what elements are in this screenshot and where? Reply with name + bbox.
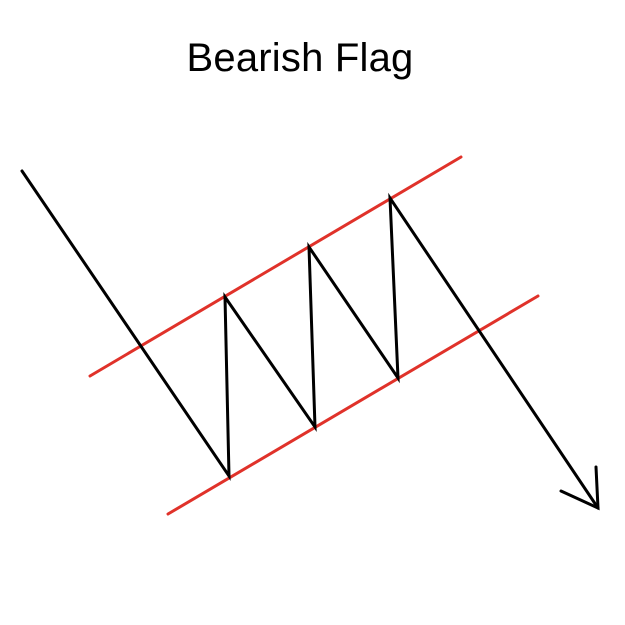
lower-channel-line — [166, 294, 540, 516]
price-path — [20, 169, 600, 510]
upper-channel-line — [88, 155, 463, 378]
diagram-title: Bearish Flag — [186, 36, 414, 80]
arrow-head — [559, 465, 600, 511]
